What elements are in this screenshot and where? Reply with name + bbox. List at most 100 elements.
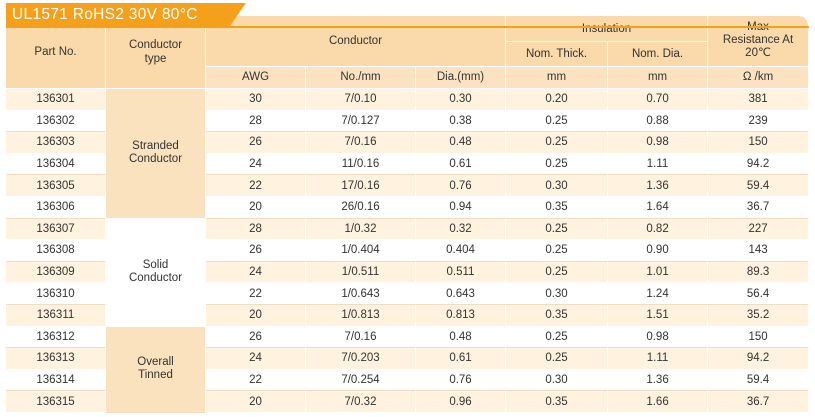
- cell-dia-mm: 0.61: [416, 348, 507, 370]
- cell-nom-dia: 1.01: [608, 261, 709, 284]
- cell-nom-dia: 1.64: [608, 196, 709, 219]
- cell-part-no: 136306: [6, 196, 106, 219]
- header-nom-dia: Nom. Dia.: [608, 42, 709, 67]
- cell-max-resistance: 239: [708, 110, 810, 133]
- header-conductor: Conductor: [206, 16, 507, 67]
- header-no-mm: No./mm: [306, 66, 416, 89]
- conductor-type-cell: Stranded Conductor: [106, 89, 206, 219]
- cell-nom-dia: 1.24: [608, 283, 709, 305]
- cell-nom-thick: 0.35: [506, 391, 609, 413]
- cell-part-no: 136303: [6, 132, 106, 154]
- table-row: 136308 26 1/0.404 0.404 0.25 0.90 143: [6, 240, 810, 262]
- cell-max-resistance: 36.7: [708, 196, 810, 219]
- cell-dia-mm: 0.96: [416, 391, 507, 413]
- cell-nom-thick: 0.25: [506, 240, 609, 262]
- cell-awg: 30: [206, 89, 306, 111]
- cell-max-resistance: 150: [708, 326, 810, 349]
- cell-part-no: 136313: [6, 348, 106, 370]
- cell-nom-thick: 0.30: [506, 369, 609, 392]
- cell-part-no: 136309: [6, 261, 106, 284]
- cell-awg: 22: [206, 175, 306, 197]
- cell-awg: 24: [206, 153, 306, 176]
- cell-max-resistance: 150: [708, 132, 810, 154]
- cell-awg: 20: [206, 304, 306, 327]
- cell-dia-mm: 0.61: [416, 153, 507, 176]
- cell-nom-thick: 0.35: [506, 304, 609, 327]
- cell-dia-mm: 0.76: [416, 369, 507, 392]
- cell-awg: 20: [206, 196, 306, 219]
- cell-nom-thick: 0.25: [506, 110, 609, 133]
- cell-part-no: 136304: [6, 153, 106, 176]
- cell-part-no: 136305: [6, 175, 106, 197]
- cell-max-resistance: 59.4: [708, 369, 810, 392]
- cell-dia-mm: 0.32: [416, 218, 507, 241]
- header-max-resistance: Max Resistance At 20℃: [708, 16, 810, 67]
- cell-max-resistance: 89.3: [708, 261, 810, 284]
- cell-nom-thick: 0.20: [506, 89, 609, 111]
- header-awg: AWG: [206, 66, 306, 89]
- table-row: 136312 Overall Tinned 26 7/0.16 0.48 0.25 0.98…: [6, 326, 810, 413]
- cell-max-resistance: 227: [708, 218, 810, 241]
- table-row: 136304 24 11/0.16 0.61 0.25 1.11 94.2: [6, 153, 810, 176]
- cell-part-no: 136307: [6, 218, 106, 241]
- table-row: 136302 28 7/0.127 0.38 0.25 0.88 239: [6, 110, 810, 133]
- table-row: 136309 24 1/0.511 0.511 0.25 1.01 89.3: [6, 261, 810, 284]
- cell-dia-mm: 0.76: [416, 175, 507, 197]
- cell-dia-mm: 0.643: [416, 283, 507, 305]
- cell-nom-dia: 1.11: [608, 153, 709, 176]
- table-body: 136301 Stranded Conductor 30 7/0.10 0.30 0.20…: [6, 89, 810, 413]
- cell-part-no: 136312: [6, 326, 106, 349]
- cell-nom-dia: 1.36: [608, 369, 709, 392]
- cell-nom-dia: 0.70: [608, 89, 709, 111]
- cell-nom-dia: 0.90: [608, 240, 709, 262]
- cell-max-resistance: 59.4: [708, 175, 810, 197]
- cell-awg: 26: [206, 240, 306, 262]
- cell-nom-thick: 0.30: [506, 175, 609, 197]
- cell-awg: 22: [206, 369, 306, 392]
- cell-nom-thick: 0.35: [506, 196, 609, 219]
- cell-no-mm: 7/0.10: [306, 89, 416, 111]
- table-row: 136311 20 1/0.813 0.813 0.35 1.51 35.2: [6, 304, 810, 327]
- header-unit-resistance: Ω /km: [708, 66, 810, 89]
- cell-part-no: 136311: [6, 304, 106, 327]
- table-row: 136315 20 7/0.32 0.96 0.35 1.66 36.7: [6, 391, 810, 413]
- cell-dia-mm: 0.404: [416, 240, 507, 262]
- table-row: 136310 22 1/0.643 0.643 0.30 1.24 56.4: [6, 283, 810, 305]
- cell-nom-dia: 1.36: [608, 175, 709, 197]
- cell-no-mm: 7/0.16: [306, 326, 416, 349]
- table-row: 136305 22 17/0.16 0.76 0.30 1.36 59.4: [6, 175, 810, 197]
- cell-max-resistance: 94.2: [708, 153, 810, 176]
- cell-dia-mm: 0.813: [416, 304, 507, 327]
- cell-dia-mm: 0.30: [416, 89, 507, 111]
- cell-max-resistance: 35.2: [708, 304, 810, 327]
- cell-no-mm: 1/0.32: [306, 218, 416, 241]
- cell-nom-dia: 1.66: [608, 391, 709, 413]
- cell-max-resistance: 381: [708, 89, 810, 111]
- header-insulation: Insulation: [506, 16, 709, 43]
- cell-nom-dia: 1.51: [608, 304, 709, 327]
- table-row: 136303 26 7/0.16 0.48 0.25 0.98 150: [6, 132, 810, 154]
- cell-nom-dia: 0.82: [608, 218, 709, 241]
- title-underline: [6, 26, 809, 28]
- cell-awg: 26: [206, 132, 306, 154]
- cell-nom-thick: 0.25: [506, 261, 609, 284]
- table-row: 136307 Solid Conductor 28 1/0.32 0.32 0.25 0.8…: [6, 218, 810, 327]
- cell-dia-mm: 0.38: [416, 110, 507, 133]
- spec-table: Part No. Conductor type Conductor Insula…: [6, 16, 810, 413]
- header-nom-thick: Nom. Thick.: [506, 42, 609, 67]
- cell-no-mm: 11/0.16: [306, 153, 416, 176]
- header-conductor-type: Conductor type: [106, 16, 206, 89]
- cell-no-mm: 7/0.16: [306, 132, 416, 154]
- cell-nom-thick: 0.25: [506, 218, 609, 241]
- cell-part-no: 136302: [6, 110, 106, 133]
- cell-nom-dia: 1.11: [608, 348, 709, 370]
- header-dia-mm: Dia.(mm): [416, 66, 507, 89]
- cell-part-no: 136308: [6, 240, 106, 262]
- header-unit-dia: mm: [608, 66, 709, 89]
- conductor-type-cell: Overall Tinned: [106, 326, 206, 413]
- cell-max-resistance: 94.2: [708, 348, 810, 370]
- cell-no-mm: 17/0.16: [306, 175, 416, 197]
- cell-no-mm: 7/0.254: [306, 369, 416, 392]
- cell-awg: 28: [206, 218, 306, 241]
- cell-awg: 22: [206, 283, 306, 305]
